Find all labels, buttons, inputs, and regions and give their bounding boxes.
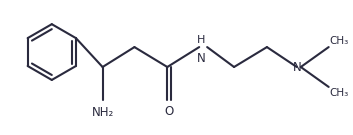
Text: CH₃: CH₃ — [330, 88, 349, 98]
Text: N: N — [197, 52, 205, 65]
Text: O: O — [165, 105, 174, 118]
Text: H: H — [197, 35, 205, 45]
Text: N: N — [292, 60, 301, 73]
Text: NH₂: NH₂ — [91, 106, 114, 119]
Text: CH₃: CH₃ — [330, 36, 349, 46]
